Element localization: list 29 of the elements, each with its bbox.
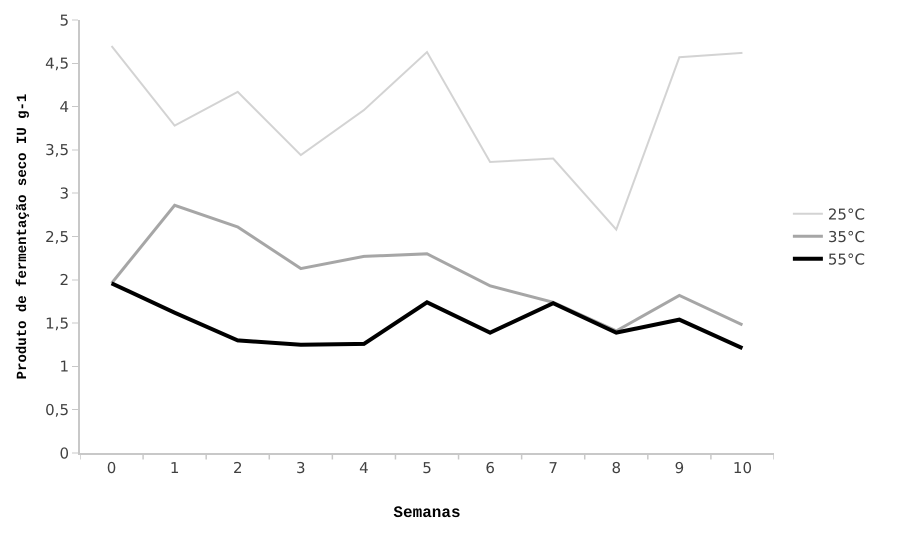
line-series <box>110 281 744 350</box>
x-tick-label: 8 <box>611 459 622 477</box>
x-tick-label: 0 <box>106 459 116 477</box>
x-tick-label: 3 <box>296 459 306 477</box>
legend-label: 55°C <box>828 250 865 269</box>
y-tick-label: 0,5 <box>45 400 69 419</box>
y-tick-label: 3 <box>59 184 69 202</box>
x-tick-label: 5 <box>422 459 432 477</box>
y-tick-label: 2 <box>59 271 69 290</box>
y-tick-label: 5 <box>59 11 69 30</box>
x-tick-label: 6 <box>485 459 495 477</box>
y-tick-label: 1 <box>59 358 69 376</box>
x-tick-label: 1 <box>170 459 180 477</box>
y-tick-label: 0 <box>59 444 69 462</box>
y-axis-title: Produto de fermentação seco IU g-1 <box>15 94 32 380</box>
y-tick-label: 4 <box>59 98 69 116</box>
y-tick-label: 2,5 <box>45 228 69 246</box>
x-tick-label: 7 <box>548 459 558 477</box>
legend-label: 35°C <box>828 228 865 246</box>
y-tick-label: 1,5 <box>45 314 69 332</box>
x-axis-title: Semanas <box>393 504 461 522</box>
x-tick-label: 10 <box>732 459 752 477</box>
legend-label: 25°C <box>828 206 865 224</box>
line-series <box>110 44 744 231</box>
x-tick-label: 9 <box>674 459 684 477</box>
x-tick-label: 2 <box>232 459 243 477</box>
y-tick-label: 3,5 <box>45 141 69 160</box>
x-tick-label: 4 <box>359 459 369 477</box>
y-tick-label: 4,5 <box>45 54 69 73</box>
